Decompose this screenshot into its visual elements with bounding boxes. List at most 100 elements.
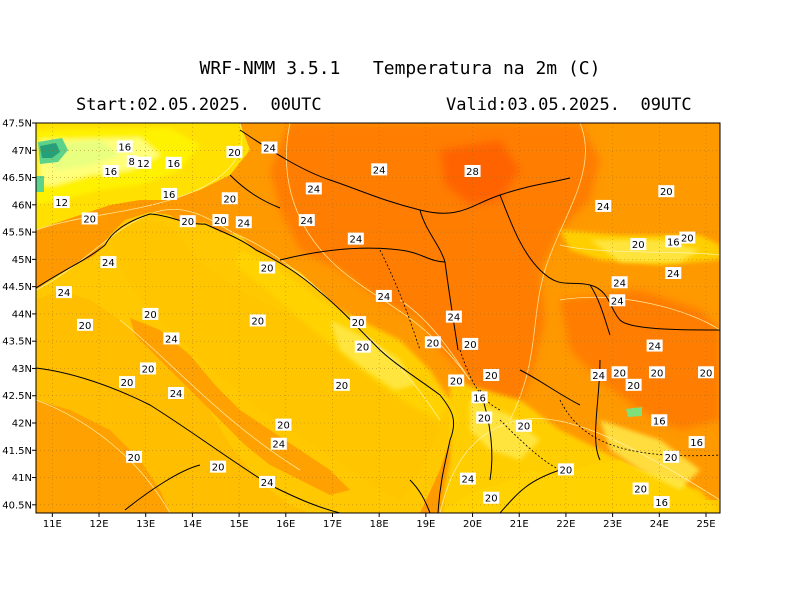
start-time: Start:02.05.2025. 00UTC <box>76 95 322 115</box>
contour-value: 20 <box>356 343 369 354</box>
valid-time: Valid:03.05.2025. 09UTC <box>446 95 692 115</box>
contour-value: 20 <box>181 217 194 228</box>
contour-label: 24 <box>595 199 612 213</box>
contour-value: 24 <box>349 235 362 246</box>
contour-label: 16 <box>665 235 682 248</box>
contour-label: 28 <box>464 165 481 178</box>
contour-label: 20 <box>333 378 350 392</box>
map-frame <box>35 122 721 514</box>
lon-tick-label: 17E <box>323 519 342 530</box>
contour-label: 20 <box>81 212 98 225</box>
contour-label: 16 <box>116 140 133 153</box>
contour-value: 20 <box>485 494 498 505</box>
contour-label: 24 <box>371 163 388 176</box>
contour-value: 24 <box>58 288 71 299</box>
lon-tick-label: 24E <box>650 519 669 530</box>
contour-label: 24 <box>270 437 287 451</box>
lat-tick-label: 43N <box>12 364 32 375</box>
contour-value: 24 <box>648 342 661 353</box>
lat-tick-label: 47.5N <box>2 119 32 130</box>
contour-value: 20 <box>478 414 491 425</box>
lon-tick-label: 23E <box>603 519 622 530</box>
contour-label: 20 <box>630 238 647 251</box>
hot-core <box>270 123 600 420</box>
contour-label: 24 <box>56 286 73 299</box>
contour-label: 20 <box>557 463 574 476</box>
contour-value: 12 <box>137 159 150 170</box>
contour-value: 16 <box>653 416 666 427</box>
contour-label: 8 <box>126 155 137 168</box>
lat-tick-label: 46N <box>12 200 32 211</box>
contour-label: 24 <box>259 475 276 489</box>
lon-tick-label: 21E <box>510 519 529 530</box>
contour-value: 24 <box>613 278 626 289</box>
contour-value: 20 <box>450 376 463 387</box>
coastlines <box>36 213 561 513</box>
contour-value: 20 <box>128 453 141 464</box>
contour-value: 24 <box>272 440 285 451</box>
lat-tick-label: 44.5N <box>2 282 32 293</box>
contour-value: 16 <box>104 167 117 178</box>
contour-value: 20 <box>560 465 573 476</box>
lon-tick-label: 16E <box>276 519 295 530</box>
contour-label: 24 <box>261 141 278 155</box>
contour-value: 24 <box>462 475 475 486</box>
contour-value: 20 <box>223 194 236 205</box>
contour-label: 20 <box>625 378 642 392</box>
contour-value: 20 <box>485 371 498 382</box>
contour-label: 20 <box>662 450 679 464</box>
lon-tick-label: 22E <box>556 519 575 530</box>
contour-value: 20 <box>665 453 678 464</box>
contour-label: 20 <box>77 318 94 332</box>
contour-label: 16 <box>161 187 178 201</box>
contour-label: 24 <box>445 310 462 324</box>
lon-tick-label: 12E <box>90 519 109 530</box>
contour-label: 24 <box>646 339 663 353</box>
contour-label: 24 <box>459 472 476 486</box>
contour-value: 16 <box>690 438 703 449</box>
contour-value: 20 <box>660 187 673 198</box>
contour-label: 12 <box>53 196 70 209</box>
contour-value: 20 <box>121 378 134 389</box>
contour-label: 20 <box>483 369 500 382</box>
contour-value: 20 <box>627 381 640 392</box>
adriatic-sea <box>110 220 440 500</box>
contour-value: 20 <box>518 422 531 433</box>
contour-value: 24 <box>377 292 390 303</box>
contour-label: 24 <box>665 267 682 280</box>
lat-tick-label: 43.5N <box>2 337 32 348</box>
contour-label: 20 <box>679 231 696 245</box>
contour-label: 20 <box>210 460 227 474</box>
contour-value: 20 <box>212 463 225 474</box>
contour-label: 20 <box>126 450 143 464</box>
lon-tick-label: 11E <box>43 519 62 530</box>
contour-label: 20 <box>249 314 266 327</box>
contour-label: 20 <box>611 366 628 379</box>
contour-value: 24 <box>373 165 386 176</box>
contour-value: 12 <box>55 198 68 209</box>
contour-label: 16 <box>165 156 182 170</box>
lat-tick-label: 45.5N <box>2 228 32 239</box>
contour-label: 20 <box>212 214 229 227</box>
contour-value: 24 <box>165 334 178 345</box>
lon-tick-label: 14E <box>183 519 202 530</box>
lon-tick-label: 13E <box>136 519 155 530</box>
lon-tick-label: 19E <box>416 519 435 530</box>
contour-value: 20 <box>261 264 274 275</box>
contour-value: 16 <box>118 142 131 153</box>
lon-tick-label: 15E <box>230 519 249 530</box>
contour-value: 16 <box>473 393 486 404</box>
contour-label: 20 <box>259 261 276 275</box>
italy-orange-strip <box>130 318 350 495</box>
contour-label: 24 <box>168 387 185 400</box>
contour-value: 20 <box>83 214 96 225</box>
lon-tick-label: 20E <box>463 519 482 530</box>
contour-value: 24 <box>667 269 680 280</box>
contour-value: 24 <box>170 389 183 400</box>
contour-value: 20 <box>214 216 227 227</box>
map-title: WRF-NMM 3.5.1 Temperatura na 2m (C) <box>199 58 601 79</box>
contour-label: 24 <box>590 369 607 382</box>
contour-value: 24 <box>261 478 274 489</box>
contour-value: 20 <box>651 368 664 379</box>
